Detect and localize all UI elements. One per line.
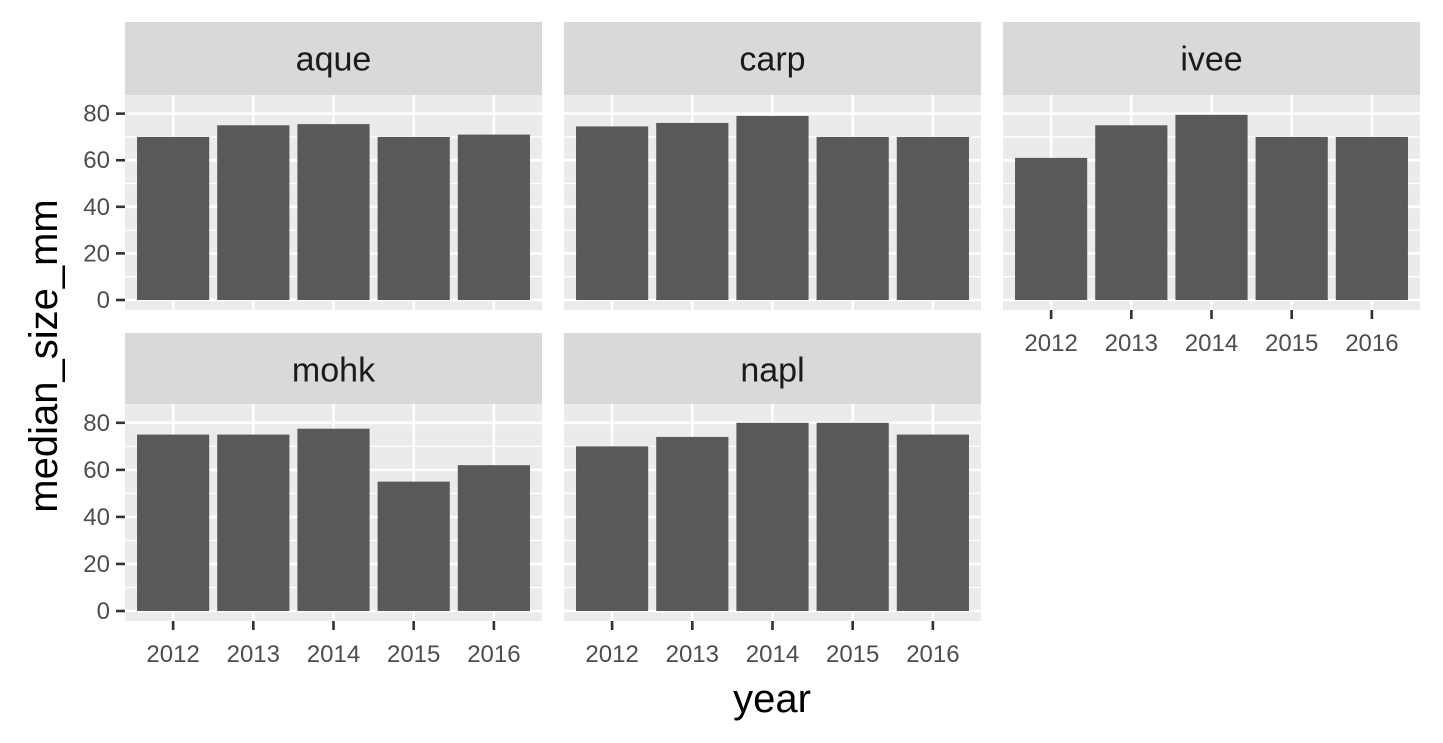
facet-strip-label: carp [739, 41, 805, 79]
bar-napl-2014 [736, 422, 809, 611]
bar-ivee-2015 [1255, 136, 1328, 300]
x-tick-label: 2015 [1265, 330, 1318, 357]
bar-carp-2013 [656, 122, 729, 300]
y-tick-label: 20 [83, 551, 110, 578]
bar-ivee-2012 [1015, 157, 1088, 300]
bar-ivee-2013 [1095, 125, 1168, 300]
facet-strip [564, 333, 981, 406]
bar-aque-2015 [377, 136, 450, 300]
bar-carp-2014 [736, 115, 809, 300]
y-tick-label: 0 [97, 287, 110, 314]
facet-strip-label: napl [740, 352, 804, 390]
y-tick-label: 0 [97, 598, 110, 625]
bar-napl-2013 [656, 436, 729, 611]
bar-mohk-2012 [137, 434, 210, 611]
y-axis-title: median_size_mm [22, 199, 66, 512]
bar-mohk-2013 [217, 434, 290, 611]
x-axis-title: year [733, 677, 811, 721]
facet-aque: aque 0 20 40 60 80 [83, 22, 542, 314]
x-tick-label: 2012 [1024, 330, 1077, 357]
bar-napl-2012 [576, 446, 649, 611]
x-tick-label: 2014 [746, 641, 799, 668]
y-tick-label: 40 [83, 504, 110, 531]
x-tick-label: 2014 [1185, 330, 1238, 357]
facet-strip [125, 333, 542, 406]
y-tick-label: 20 [83, 240, 110, 267]
facet-ivee: ivee 2012 2013 2014 2015 2016 [1003, 22, 1420, 357]
x-tick-label: 2012 [585, 641, 638, 668]
x-tick-label: 2013 [666, 641, 719, 668]
bar-carp-2016 [896, 136, 969, 300]
bar-carp-2012 [576, 126, 649, 301]
x-tick-label: 2015 [826, 641, 879, 668]
facet-strip-label: mohk [292, 352, 376, 390]
x-tick-label: 2016 [467, 641, 520, 668]
x-tick-label: 2013 [227, 641, 280, 668]
bar-ivee-2016 [1335, 136, 1408, 300]
bar-napl-2016 [896, 434, 969, 611]
facet-panels: aque 0 20 40 60 80 carp ivee 2012 2013 2014 2015 201… [83, 22, 1420, 668]
x-tick-label: 2016 [1345, 330, 1398, 357]
facet-carp: carp [564, 22, 981, 310]
bar-carp-2015 [816, 136, 889, 300]
facet-strip [125, 22, 542, 95]
bar-aque-2012 [137, 136, 210, 300]
bar-mohk-2014 [297, 428, 370, 611]
y-tick-label: 80 [83, 410, 110, 437]
bar-mohk-2015 [377, 481, 450, 611]
facet-strip [1003, 22, 1420, 95]
y-tick-label: 60 [83, 457, 110, 484]
y-tick-label: 80 [83, 101, 110, 128]
x-tick-label: 2014 [307, 641, 360, 668]
bar-aque-2016 [457, 134, 530, 300]
y-tick-label: 40 [83, 194, 110, 221]
facet-mohk: mohk 0 20 40 60 80 2012 2013 2014 2015 2016 [83, 333, 542, 668]
bar-ivee-2014 [1175, 114, 1248, 300]
bar-napl-2015 [816, 422, 889, 611]
facet-strip-label: aque [296, 41, 372, 79]
x-tick-label: 2015 [387, 641, 440, 668]
x-tick-label: 2016 [906, 641, 959, 668]
x-tick-label: 2012 [146, 641, 199, 668]
x-tick-label: 2013 [1105, 330, 1158, 357]
bar-aque-2014 [297, 124, 370, 300]
y-tick-label: 60 [83, 147, 110, 174]
bar-mohk-2016 [457, 465, 530, 611]
facet-strip-label: ivee [1180, 41, 1242, 79]
facet-napl: napl 2012 2013 2014 2015 2016 [564, 333, 981, 668]
bar-aque-2013 [217, 125, 290, 300]
facet-strip [564, 22, 981, 95]
